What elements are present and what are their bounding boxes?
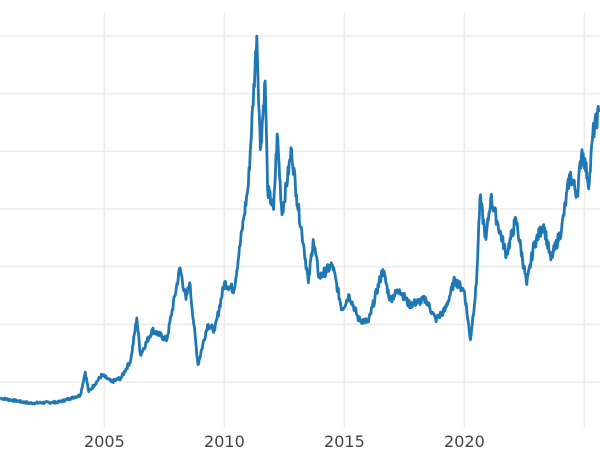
- series-line: [0, 34, 600, 406]
- x-tick-label: 2020: [444, 432, 485, 450]
- x-tick-label: 2010: [204, 432, 245, 450]
- x-tick-label: 2005: [84, 432, 125, 450]
- y-gridlines: [0, 35, 600, 383]
- x-tick-label: 2015: [324, 432, 365, 450]
- x-axis-tick-labels: 2005 2010 2015 2020: [84, 432, 485, 450]
- x-gridlines: [103, 13, 586, 428]
